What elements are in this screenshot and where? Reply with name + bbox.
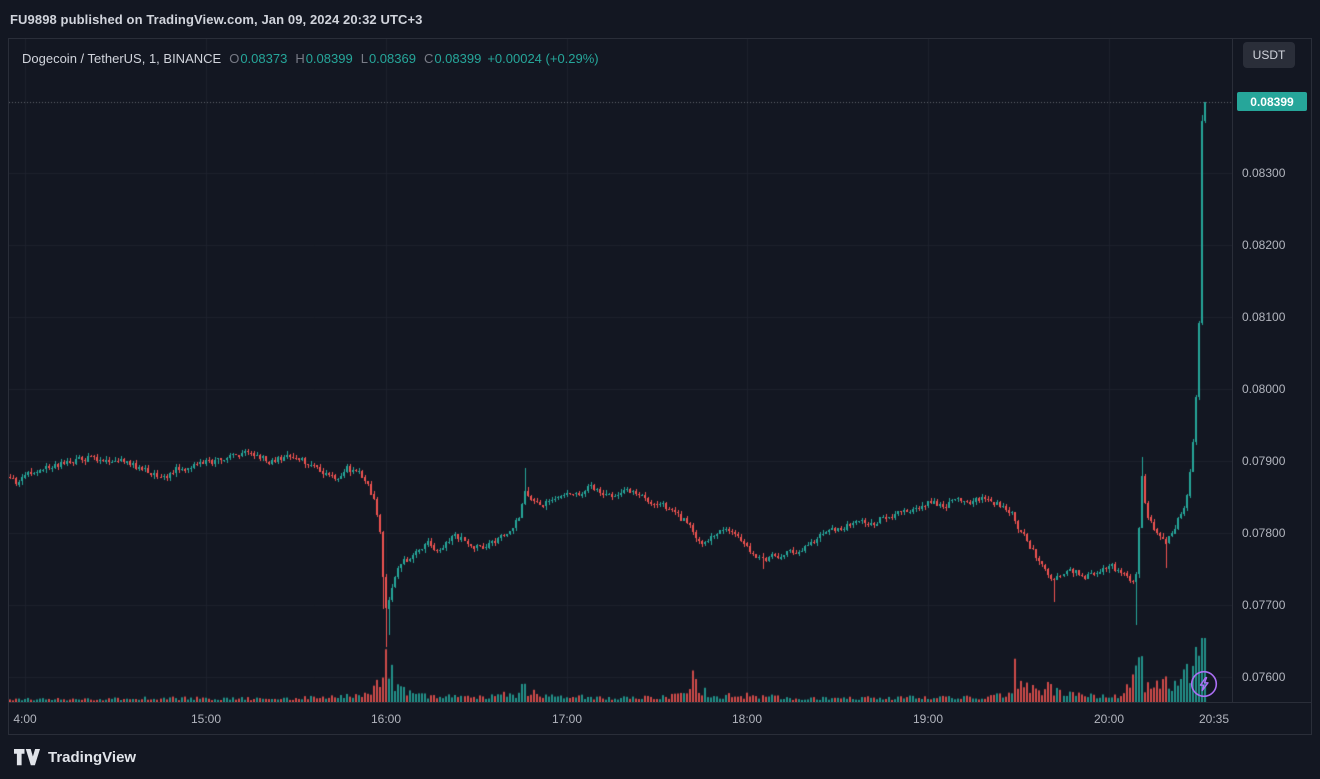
price-tick-label: 0.08000: [1242, 382, 1286, 396]
chart-container: Dogecoin / TetherUS, 1, BINANCE O 0.08373…: [8, 38, 1312, 735]
price-tick-label: 0.08300: [1242, 166, 1286, 180]
low-label: L: [360, 51, 368, 66]
time-tick-label: 20:35: [1198, 712, 1230, 726]
change-value: +0.00024 (+0.29%): [487, 51, 599, 66]
time-tick-label: 19:00: [912, 712, 944, 726]
currency-button[interactable]: USDT: [1243, 42, 1295, 68]
last-price-badge: 0.08399: [1237, 92, 1307, 112]
time-tick-label: 20:00: [1093, 712, 1125, 726]
ohlc-high: H 0.08399: [295, 51, 352, 66]
price-tick-label: 0.07900: [1242, 454, 1286, 468]
ohlc-close: C 0.08399: [424, 51, 481, 66]
symbol-title[interactable]: Dogecoin / TetherUS, 1, BINANCE: [22, 51, 222, 66]
close-value: 0.08399: [434, 51, 482, 66]
ohlc-low: L 0.08369: [361, 51, 416, 66]
ohlc-open: O 0.08373: [229, 51, 287, 66]
price-tick-label: 0.07800: [1242, 526, 1286, 540]
flash-icon[interactable]: [1190, 670, 1218, 698]
time-tick-label: 18:00: [731, 712, 763, 726]
candlestick-chart[interactable]: [9, 39, 1232, 702]
tradingview-logo-icon: [14, 748, 40, 765]
price-tick-label: 0.07600: [1242, 670, 1286, 684]
high-value: 0.08399: [305, 51, 353, 66]
time-tick-label: 16:00: [370, 712, 402, 726]
low-value: 0.08369: [368, 51, 416, 66]
close-label: C: [423, 51, 434, 66]
tradingview-logo[interactable]: TradingView: [14, 748, 137, 766]
plot-area: Dogecoin / TetherUS, 1, BINANCE O 0.08373…: [9, 39, 1232, 702]
price-tick-label: 0.08200: [1242, 238, 1286, 252]
tradingview-logo-text: TradingView: [48, 748, 137, 766]
time-tick-label: 15:00: [190, 712, 222, 726]
price-tick-label: 0.07700: [1242, 598, 1286, 612]
footer: TradingView: [0, 735, 1320, 779]
time-tick-label: 4:00: [13, 712, 37, 726]
publish-bar: FU9898 published on TradingView.com, Jan…: [0, 0, 1320, 38]
open-value: 0.08373: [240, 51, 288, 66]
publish-text: FU9898 published on TradingView.com, Jan…: [10, 11, 423, 27]
price-axis[interactable]: 0.08399 0.08300 0.08200 0.08100 0.08000 0.07…: [1232, 39, 1311, 702]
price-tick-label: 0.08100: [1242, 310, 1286, 324]
high-label: H: [295, 51, 305, 66]
open-label: O: [229, 51, 240, 66]
time-tick-label: 17:00: [551, 712, 583, 726]
chart-legend: Dogecoin / TetherUS, 1, BINANCE O 0.08373…: [22, 51, 599, 66]
time-axis[interactable]: 4:00 15:00 16:00 17:00 18:00 19:00 20:00 20:35: [9, 702, 1311, 734]
